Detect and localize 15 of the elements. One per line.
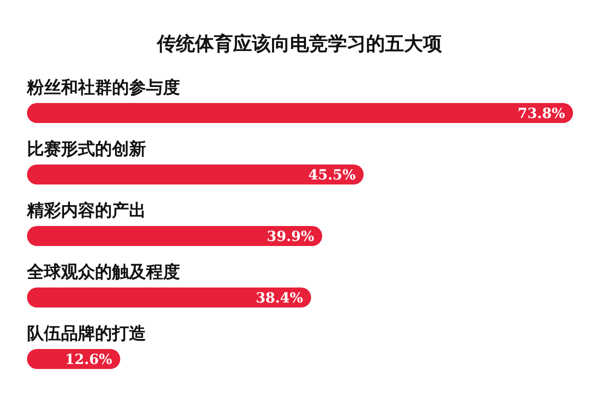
bar (27, 103, 573, 123)
y-tick-label: 粉丝和社群的参与度 (26, 78, 180, 98)
bar (27, 164, 364, 184)
bar (27, 288, 312, 308)
data-label: 39.9% (266, 229, 314, 245)
y-tick-label: 全球观众的触及程度 (26, 262, 180, 282)
data-label: 73.8% (518, 106, 565, 122)
chart-title: 传统体育应该向电竞学习的五大项 (156, 33, 442, 55)
y-tick-label: 队伍品牌的打造 (27, 324, 146, 344)
y-tick-label: 精彩内容的产出 (26, 201, 146, 221)
y-tick-label: 比赛形式的创新 (27, 140, 146, 160)
bar (27, 226, 322, 246)
data-label: 45.5% (308, 168, 356, 184)
data-label: 38.4% (256, 290, 304, 306)
data-label: 12.6% (64, 352, 112, 368)
